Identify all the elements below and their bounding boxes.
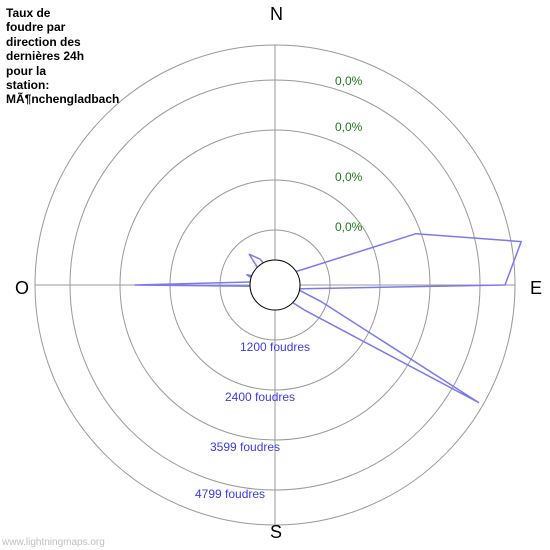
ring-count-label: 1200 foudres bbox=[240, 340, 310, 354]
center-circle bbox=[250, 260, 300, 310]
ring-count-label: 2400 foudres bbox=[225, 390, 295, 404]
wind-rose-polygon bbox=[135, 234, 521, 403]
ring-percent-label: 0,0% bbox=[335, 74, 362, 88]
ring-percent-label: 0,0% bbox=[335, 220, 362, 234]
direction-label-s: S bbox=[270, 522, 282, 543]
direction-label-o: O bbox=[15, 278, 29, 299]
direction-label-n: N bbox=[270, 4, 283, 25]
ring-percent-label: 0,0% bbox=[335, 120, 362, 134]
ring-count-label: 4799 foudres bbox=[195, 487, 265, 501]
chart-title: Taux de foudre par direction des dernièr… bbox=[6, 6, 136, 107]
direction-label-e: E bbox=[530, 278, 542, 299]
attribution-text: www.lightningmaps.org bbox=[2, 537, 105, 548]
ring-percent-label: 0,0% bbox=[335, 170, 362, 184]
chart-container: Taux de foudre par direction des dernièr… bbox=[0, 0, 550, 550]
ring-count-label: 3599 foudres bbox=[210, 440, 280, 454]
